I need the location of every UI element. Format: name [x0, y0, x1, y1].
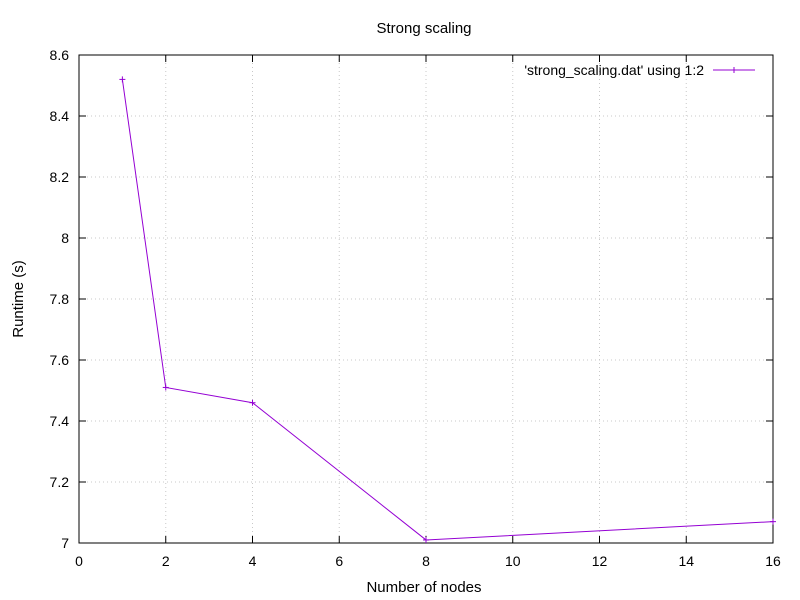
- data-point: [162, 384, 169, 391]
- x-tick-label: 10: [505, 553, 521, 569]
- legend-plus-marker: [731, 67, 737, 73]
- x-tick-label: 14: [678, 553, 694, 569]
- y-tick-label: 8.4: [50, 108, 70, 124]
- y-tick-label: 7.6: [50, 352, 70, 368]
- plot-frame: [78, 54, 774, 544]
- x-axis-label: Number of nodes: [366, 579, 481, 596]
- series-layer: [119, 76, 776, 543]
- y-tick-label: 7.8: [50, 291, 70, 307]
- grid-lines: [79, 55, 773, 543]
- y-axis-ticks: 7 7.2 7.4 7.6 7.8 8 8.2 8.4 8.6: [50, 47, 773, 551]
- y-tick-label: 7.4: [50, 413, 70, 429]
- series-line-0: [121, 79, 774, 541]
- y-axis-label: Runtime (s): [10, 260, 27, 338]
- y-tick-label: 8: [61, 230, 69, 246]
- x-tick-label: 16: [765, 553, 781, 569]
- chart-title: Strong scaling: [376, 20, 471, 37]
- data-point: [423, 536, 429, 543]
- y-tick-label: 8.6: [50, 47, 70, 63]
- x-tick-label: 2: [162, 553, 170, 569]
- y-tick-label: 7.2: [50, 474, 70, 490]
- x-axis-ticks: 0 2 4 6 8 10 12 14 16: [75, 55, 781, 569]
- legend-series-marker: [731, 67, 737, 73]
- x-tick-label: 0: [75, 553, 83, 569]
- data-point: [249, 399, 256, 406]
- legend-series-label: 'strong_scaling.dat' using 1:2: [524, 62, 704, 78]
- data-point: [770, 518, 776, 525]
- y-tick-label: 8.2: [50, 169, 70, 185]
- x-tick-label: 4: [249, 553, 257, 569]
- x-tick-label: 6: [335, 553, 343, 569]
- y-tick-label: 7: [61, 535, 69, 551]
- data-point: [119, 76, 126, 83]
- x-tick-label: 12: [592, 553, 608, 569]
- x-tick-label: 8: [422, 553, 430, 569]
- legend: 'strong_scaling.dat' using 1:2: [524, 62, 755, 78]
